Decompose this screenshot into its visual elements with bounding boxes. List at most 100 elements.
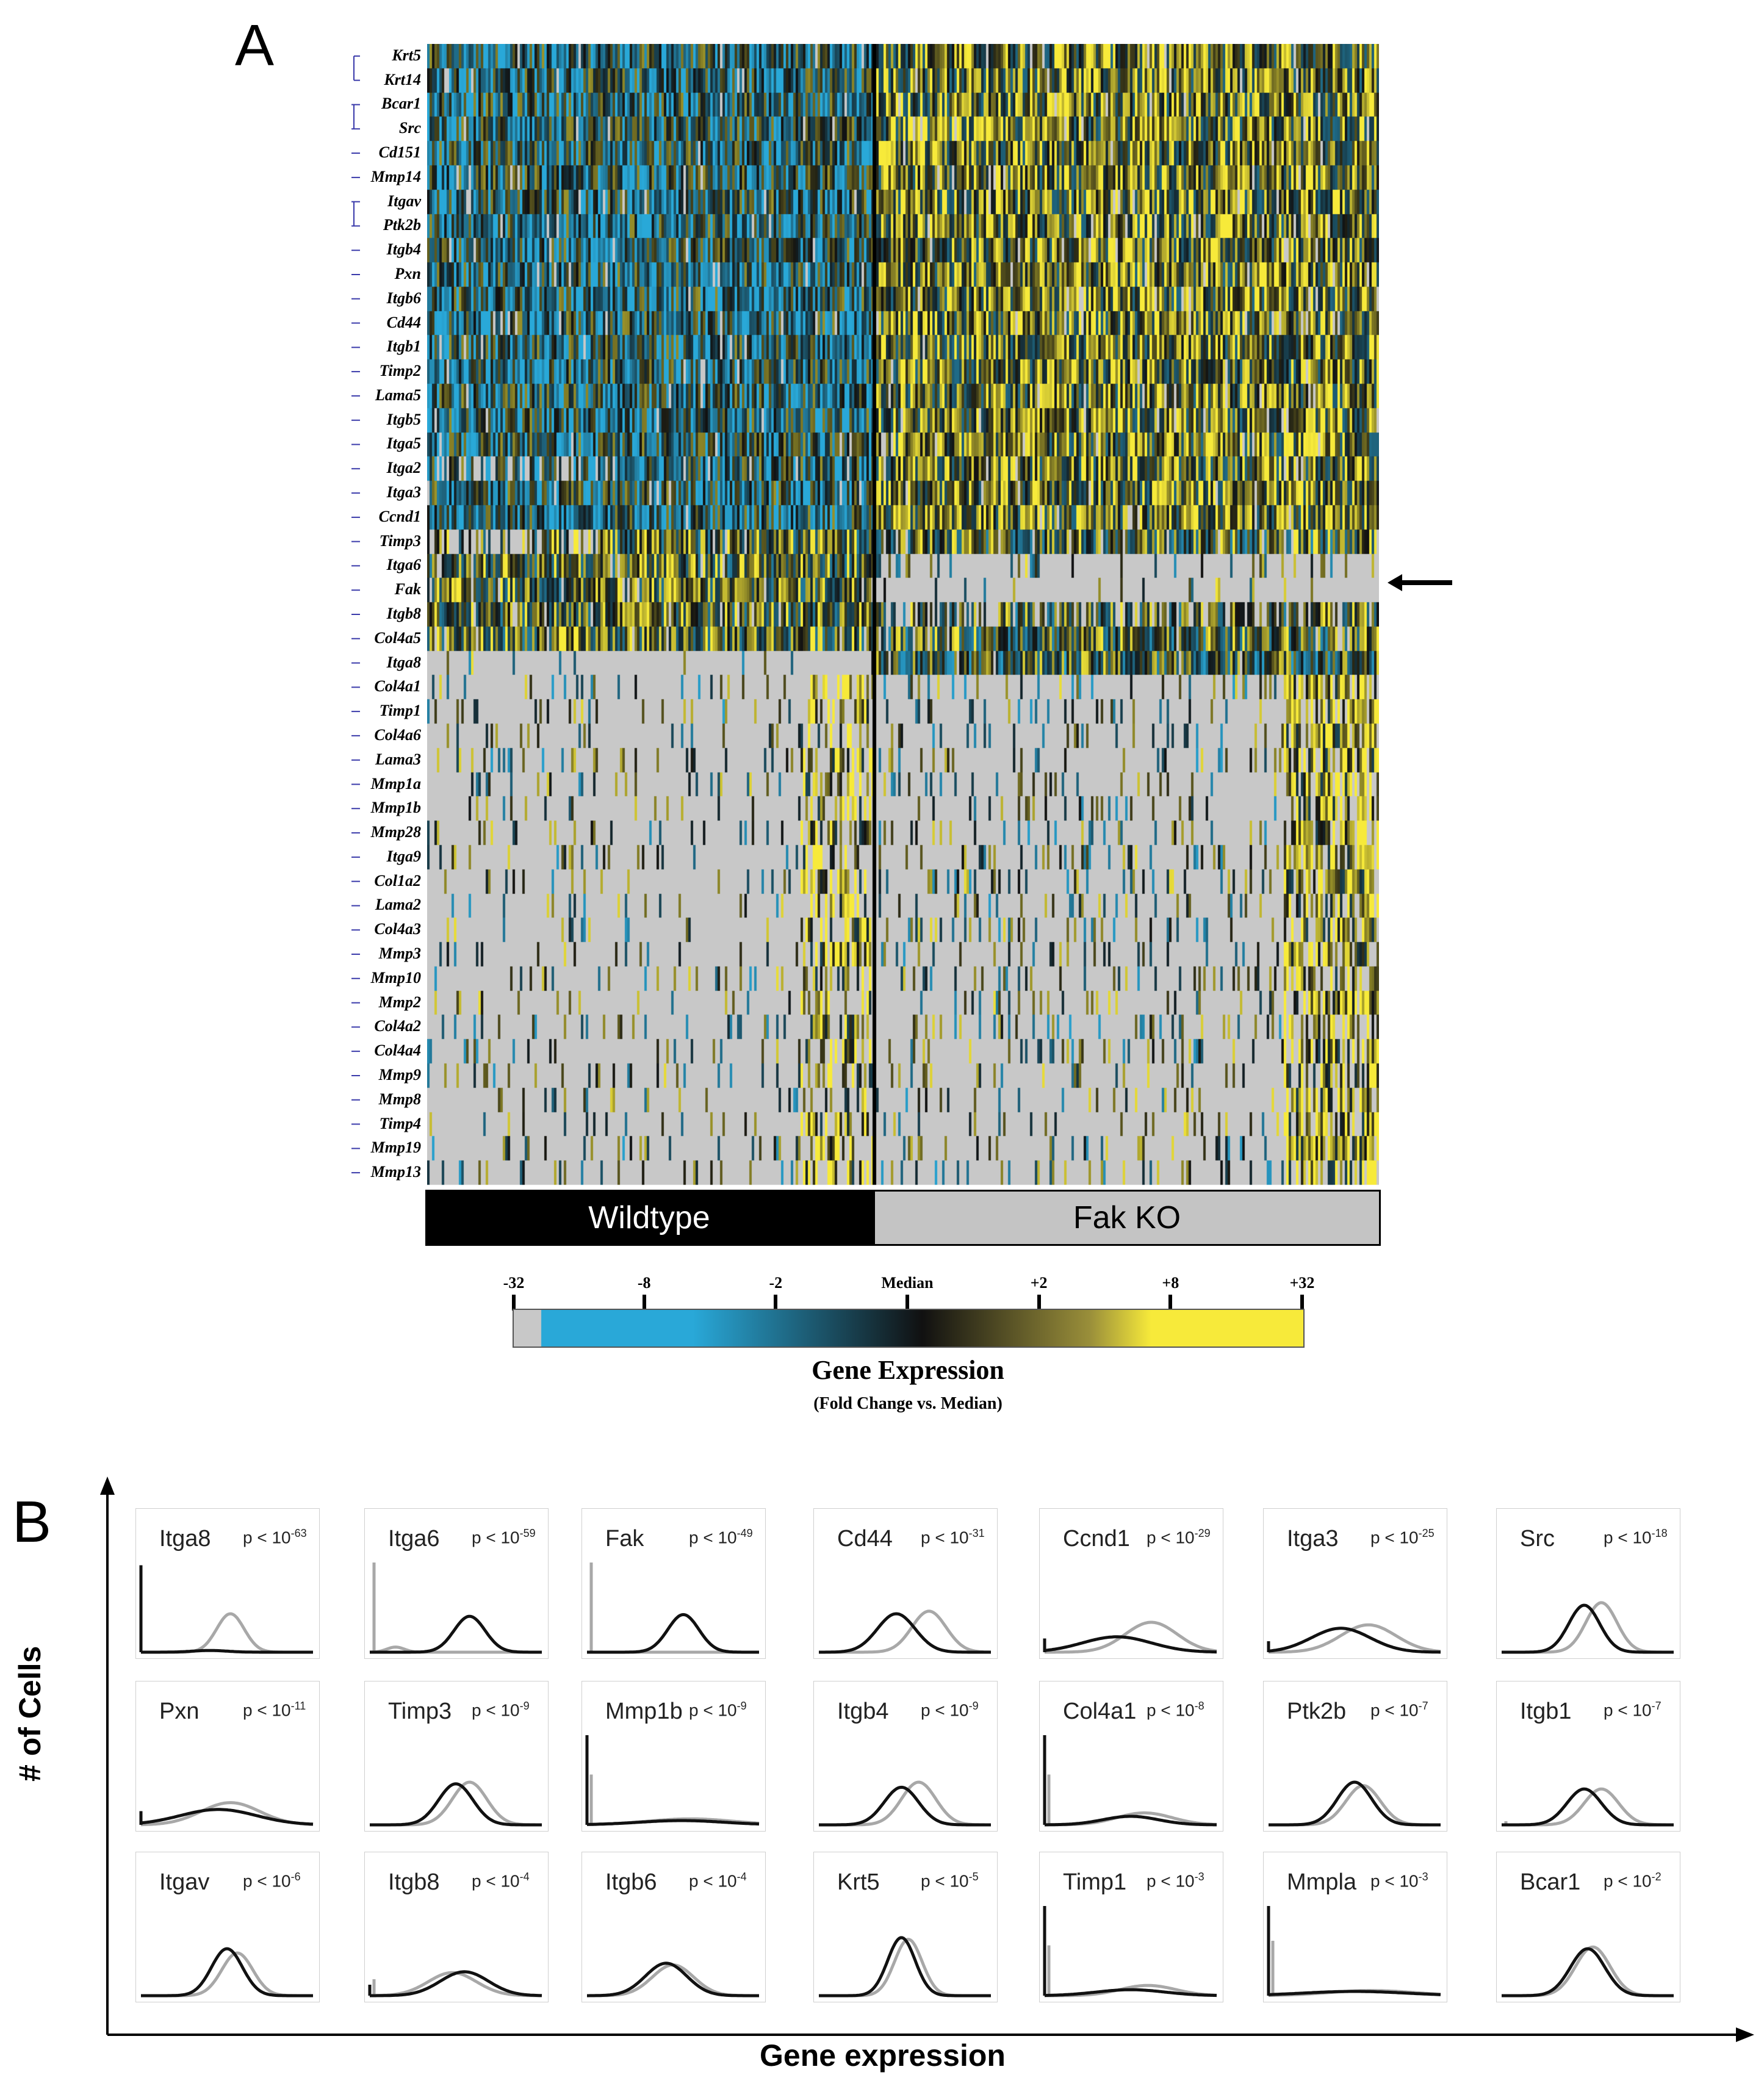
histogram-itgav: Itgav p < 10-6 [135, 1852, 320, 2002]
histogram-gene-label: Itgb8 [388, 1869, 440, 1895]
histogram-p-value: p < 10-18 [1604, 1527, 1668, 1547]
heatmap-row-label: Src [398, 119, 421, 137]
fak-ko-density-curve [1502, 1945, 1674, 1998]
histogram-gene-label: Mmpla [1287, 1869, 1357, 1895]
wildtype-density-curve [587, 1613, 759, 1654]
p-value-exponent: -59 [519, 1527, 536, 1539]
histogram-p-value: p < 10-9 [472, 1700, 530, 1720]
heatmap-row-label: Mmp2 [378, 993, 421, 1011]
p-value-exponent: -9 [736, 1700, 747, 1712]
colorbar-tick-label: -32 [503, 1274, 525, 1292]
heatmap-row-label: Mmp1a [370, 774, 421, 793]
histogram-p-value: p < 10-63 [243, 1527, 307, 1547]
p-value-exponent: -63 [290, 1527, 307, 1539]
x-axis-label: Gene expression [760, 2038, 1006, 2073]
histogram-mmpla: Mmpla p < 10-3 [1263, 1852, 1447, 2002]
heatmap-row-label: Fak [394, 580, 421, 599]
p-value-exponent: -31 [968, 1527, 985, 1539]
histogram-col4a1: Col4a1 p < 10-8 [1039, 1681, 1223, 1832]
p-value-base: p < 10 [921, 1871, 969, 1891]
histogram-timp3: Timp3 p < 10-9 [364, 1681, 549, 1832]
p-value-base: p < 10 [921, 1528, 969, 1547]
fak-ko-density-curve [1045, 1620, 1217, 1654]
heatmap-row-label: Itgb1 [386, 337, 421, 356]
heatmap-row-label: Mmp9 [378, 1065, 421, 1084]
heatmap-row-label: Itga3 [386, 483, 421, 502]
histogram-gene-label: Timp3 [388, 1699, 452, 1724]
colorbar-tick-label: -2 [769, 1274, 783, 1292]
histogram-p-value: p < 10-9 [689, 1700, 747, 1720]
heatmap-row-label: Col4a4 [374, 1041, 421, 1060]
wildtype-density-curve [1268, 1627, 1441, 1654]
heatmap-row-label: Cd44 [386, 313, 421, 331]
wildtype-density-curve [370, 1970, 542, 1998]
p-value-exponent: -7 [1418, 1700, 1428, 1712]
p-value-exponent: -3 [1194, 1871, 1204, 1883]
p-value-base: p < 10 [689, 1700, 737, 1720]
histogram-bcar1: Bcar1 p < 10-2 [1496, 1852, 1680, 2002]
histogram-gene-label: Fak [605, 1526, 644, 1552]
histogram-gene-label: Itgav [159, 1869, 210, 1895]
histogram-gene-label: Pxn [159, 1699, 200, 1724]
wildtype-density-curve [140, 1808, 314, 1826]
panel-a-label: A [235, 13, 275, 78]
histogram-p-value: p < 10-2 [1604, 1871, 1661, 1891]
histogram-itgb1: Itgb1 p < 10-7 [1496, 1681, 1680, 1832]
histogram-ptk2b: Ptk2b p < 10-7 [1263, 1681, 1447, 1832]
histogram-p-value: p < 10-4 [689, 1871, 747, 1891]
heatmap-row-label: Mmp14 [370, 167, 421, 185]
colorbar-tick-label: +8 [1162, 1274, 1179, 1292]
heatmap-row-label: Col4a3 [374, 920, 421, 938]
fak-ko-density-curve [1269, 1623, 1441, 1654]
p-value-base: p < 10 [1370, 1871, 1419, 1891]
wildtype-density-curve [586, 1819, 760, 1826]
heatmap-row-label: Lama3 [375, 750, 421, 768]
p-value-exponent: -6 [290, 1871, 301, 1883]
histogram-cd44: Cd44 p < 10-31 [813, 1508, 998, 1659]
row-dendrogram [351, 55, 360, 1174]
heatmap-row-label: Lama2 [375, 896, 421, 914]
p-value-base: p < 10 [1604, 1871, 1652, 1891]
p-value-exponent: -9 [968, 1700, 979, 1712]
heatmap-row-label: Timp1 [379, 702, 421, 720]
panel-b-label: B [12, 1489, 52, 1555]
colorbar [513, 1309, 1305, 1348]
fak-ko-density-curve [1502, 1601, 1674, 1654]
wildtype-density-curve [141, 1947, 313, 1998]
histogram-itga8: Itga8 p < 10-63 [135, 1508, 320, 1659]
p-value-base: p < 10 [472, 1871, 520, 1891]
histogram-pxn: Pxn p < 10-11 [135, 1681, 320, 1832]
colorbar-tick-label: +2 [1030, 1274, 1048, 1292]
histogram-src: Src p < 10-18 [1496, 1508, 1680, 1659]
heatmap-row-label: Itga8 [386, 653, 421, 671]
histogram-p-value: p < 10-49 [689, 1527, 753, 1547]
group-bar-wildtype: Wildtype [425, 1190, 873, 1246]
p-value-exponent: -9 [519, 1700, 530, 1712]
heatmap-row-label: Krt14 [384, 70, 421, 88]
p-value-exponent: -25 [1418, 1527, 1435, 1539]
p-value-base: p < 10 [1370, 1528, 1419, 1547]
heatmap-row-label: Mmp8 [378, 1090, 421, 1108]
wildtype-density-curve [819, 1936, 991, 1998]
histogram-itgb8: Itgb8 p < 10-4 [364, 1852, 549, 2002]
histogram-gene-label: Mmp1b [605, 1699, 683, 1724]
histogram-mmp1b: Mmp1b p < 10-9 [581, 1681, 766, 1832]
heatmap-row-label: Mmp19 [370, 1138, 421, 1157]
histogram-p-value: p < 10-3 [1370, 1871, 1428, 1891]
heatmap-row-label: Pxn [394, 264, 421, 282]
heatmap-row-label: Itga6 [386, 556, 421, 574]
histogram-gene-label: Itgb1 [1520, 1699, 1572, 1724]
p-value-exponent: -8 [1194, 1700, 1204, 1712]
p-value-base: p < 10 [1604, 1700, 1652, 1720]
histogram-p-value: p < 10-8 [1147, 1700, 1204, 1720]
wildtype-density-curve [819, 1785, 991, 1827]
wildtype-density-curve [370, 1614, 542, 1654]
colorbar-tick [1037, 1295, 1041, 1311]
histogram-p-value: p < 10-25 [1370, 1527, 1435, 1547]
heatmap-row-label: Mmp28 [370, 823, 421, 841]
heatmap-row-label: Timp2 [379, 362, 421, 380]
heatmap-row-label: Lama5 [375, 386, 421, 404]
p-value-base: p < 10 [243, 1700, 291, 1720]
histogram-gene-label: Itgb6 [605, 1869, 657, 1895]
